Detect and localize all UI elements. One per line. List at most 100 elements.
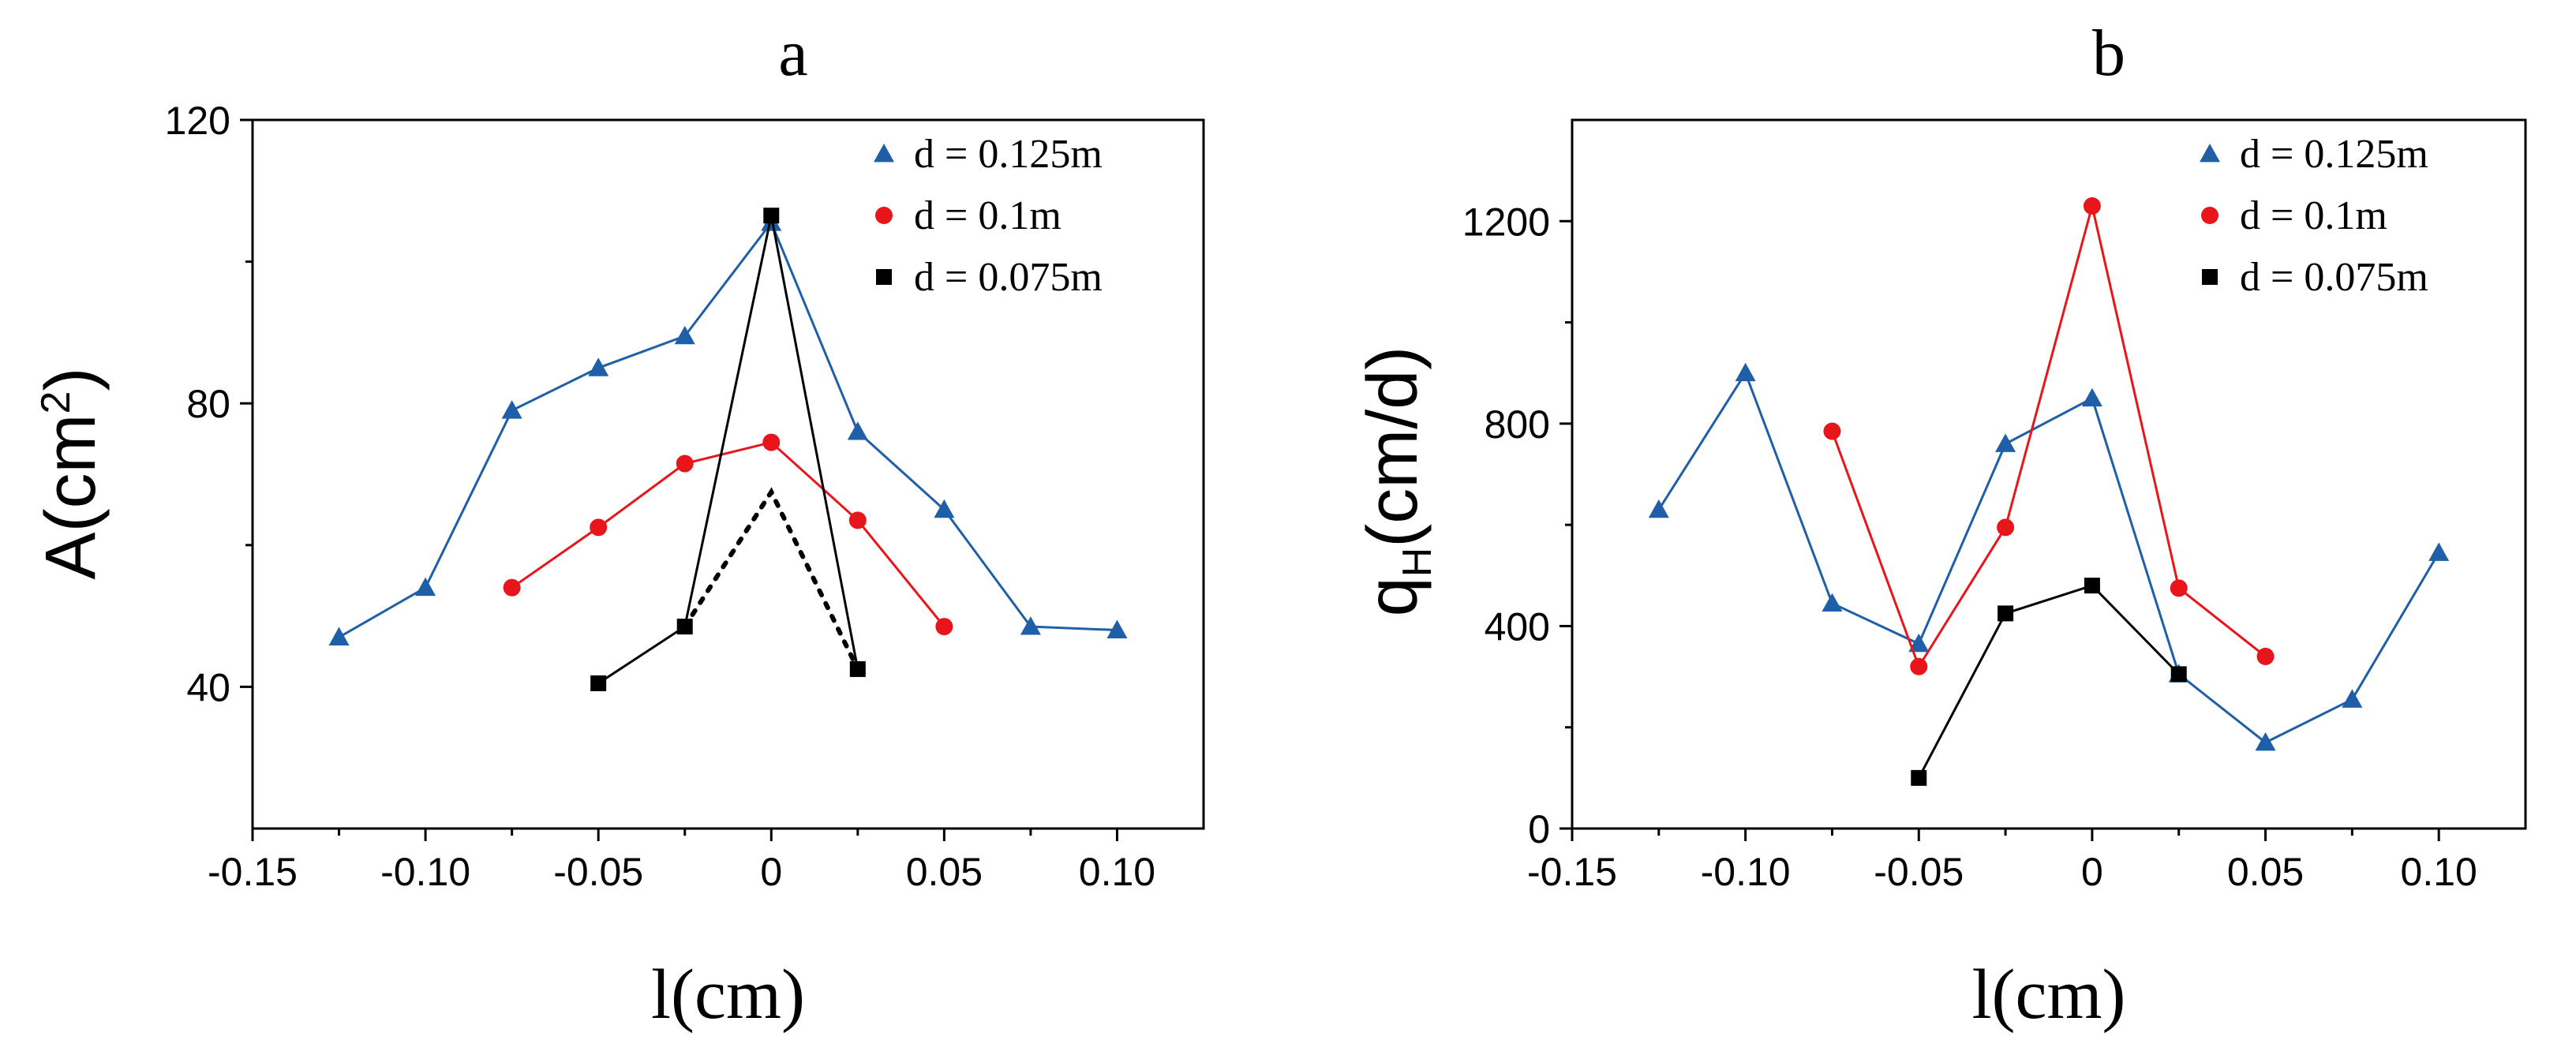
legend-marker [2200, 144, 2220, 163]
data-point [1822, 593, 1843, 612]
data-point [934, 499, 955, 518]
legend-marker [2201, 207, 2218, 224]
y-axis-label-base: q [1354, 577, 1432, 616]
y-tick-label: 0 [1528, 807, 1550, 851]
data-point [2170, 579, 2188, 597]
plot-frame [251, 118, 1205, 830]
series-line [338, 220, 1118, 638]
series-3 [682, 487, 860, 672]
series-1 [1823, 197, 2275, 675]
x-tick-label: -0.10 [1701, 850, 1791, 894]
data-point [1106, 619, 1128, 638]
data-point [501, 400, 522, 419]
y-axis-label: qH(cm/d) [1354, 346, 1440, 617]
plot-frame [1571, 118, 2527, 830]
data-point [848, 511, 867, 529]
series-line [682, 487, 860, 672]
data-point [1908, 633, 1930, 653]
data-point [1998, 605, 2014, 622]
y-axis-label-sup: 2 [33, 391, 79, 414]
data-point [2256, 647, 2275, 665]
data-point [2170, 666, 2187, 683]
chart-panel-b: b -0.15 -0.10 -0.05 0 0.05 0.10 0 400 800 1200 l(cm… [1354, 17, 2527, 1034]
y-axis-label-sub: H [1395, 548, 1440, 578]
y-axis-label-tail: ) [32, 368, 110, 391]
data-point [2083, 197, 2101, 215]
x-tick-label: 0.05 [2227, 850, 2304, 894]
legend-marker [2202, 269, 2218, 285]
data-point [2255, 731, 2276, 751]
data-point [762, 433, 781, 451]
series-line [511, 440, 945, 628]
legend-label: d = 0.1m [914, 193, 1061, 238]
data-point [328, 627, 350, 645]
series-2 [1911, 578, 2187, 786]
y-tick-label: 80 [186, 382, 230, 426]
y-tick-label: 400 [1485, 604, 1550, 649]
x-tick-label: -0.05 [553, 850, 643, 894]
series-line [1831, 205, 2267, 670]
x-tick-label: -0.15 [208, 850, 298, 894]
data-point [1735, 362, 1756, 382]
data-point [1648, 499, 1669, 518]
data-point [2084, 578, 2100, 594]
data-point [2081, 387, 2102, 407]
data-point [676, 455, 694, 473]
data-point [763, 208, 780, 224]
legend-label: d = 0.125m [2240, 132, 2428, 177]
series-2 [590, 208, 866, 691]
series-line [1657, 370, 2440, 744]
panel-title: b [2092, 17, 2125, 90]
legend-marker [875, 207, 893, 224]
y-tick-label: 120 [165, 99, 230, 143]
legend-label: d = 0.1m [2240, 193, 2387, 238]
x-axis-label: l(cm) [1972, 956, 2126, 1034]
data-point [935, 618, 953, 636]
data-point [674, 325, 695, 345]
legend: d = 0.125m d = 0.1m d = 0.075m [2200, 132, 2428, 300]
x-tick-label: 0 [2081, 850, 2103, 894]
series-line [597, 215, 859, 685]
data-point [1910, 657, 1928, 675]
data-point [590, 518, 608, 537]
data-point [503, 578, 521, 597]
legend-marker [874, 144, 894, 163]
data-point [2428, 542, 2450, 561]
legend-marker [876, 269, 892, 285]
series-line [1917, 584, 2180, 779]
y-tick-label: 800 [1485, 402, 1550, 447]
y-axis-label: A(cm2) [32, 368, 110, 580]
y-tick-label: 40 [186, 665, 230, 709]
x-axis-label: l(cm) [651, 956, 805, 1034]
series-0 [1648, 362, 2450, 751]
y-axis-label-tail: (cm/d) [1354, 346, 1432, 548]
data-point [590, 675, 607, 691]
x-tick-label: -0.05 [1874, 850, 1964, 894]
data-point [1823, 422, 1841, 440]
chart-panel-a: a -0.15 -0.10 -0.05 0 0.05 0.10 40 80 120 l(cm) A(c… [32, 17, 1205, 1034]
x-tick-label: 0.10 [2401, 850, 2477, 894]
legend-label: d = 0.125m [914, 132, 1103, 177]
data-point [588, 357, 609, 376]
data-point [847, 421, 868, 440]
series-0 [328, 212, 1128, 645]
data-point [415, 577, 436, 597]
data-point [2342, 689, 2363, 708]
legend-label: d = 0.075m [2240, 255, 2428, 300]
data-point [1997, 518, 2015, 537]
x-tick-label: 0 [760, 850, 782, 894]
x-tick-label: 0.10 [1079, 850, 1155, 894]
data-point [1020, 616, 1041, 635]
x-tick-label: -0.15 [1527, 850, 1617, 894]
series-1 [503, 433, 953, 636]
data-point [1911, 769, 1927, 786]
legend: d = 0.125m d = 0.1m d = 0.075m [874, 132, 1103, 300]
y-tick-label: 1200 [1462, 200, 1550, 244]
x-tick-label: 0.05 [906, 850, 983, 894]
panel-title: a [778, 17, 807, 90]
legend-label: d = 0.075m [914, 255, 1103, 300]
x-tick-label: -0.10 [380, 850, 470, 894]
y-axis-label-base: A(cm [32, 413, 110, 579]
data-point [1995, 433, 2016, 452]
